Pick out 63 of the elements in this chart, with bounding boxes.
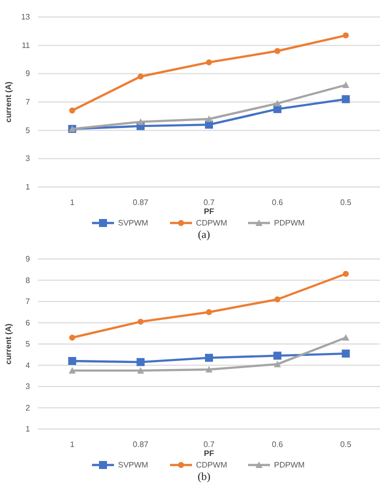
point xyxy=(274,100,281,106)
x-tick-label: 0.5 xyxy=(340,198,352,207)
point xyxy=(342,334,350,341)
y-tick-label: 5 xyxy=(26,340,31,349)
y-tick-label: 9 xyxy=(26,69,31,78)
y-tick-label: 9 xyxy=(26,254,31,264)
x-axis-title: PF xyxy=(204,207,214,216)
point xyxy=(137,367,144,374)
x-axis-title: PF xyxy=(204,449,214,458)
y-tick-label: 7 xyxy=(26,297,31,306)
legend-label: CDPWM xyxy=(196,460,228,470)
y-tick-label: 13 xyxy=(21,12,31,22)
point xyxy=(206,366,212,372)
point xyxy=(68,367,76,374)
x-tick-label: 0.6 xyxy=(272,198,284,207)
x-tick-label: 1 xyxy=(70,440,75,449)
point xyxy=(206,59,212,66)
point xyxy=(206,116,212,122)
point xyxy=(342,32,349,38)
point xyxy=(205,354,213,362)
point xyxy=(137,118,144,125)
y-axis-title: current (A) xyxy=(4,81,13,122)
legend-label: SVPWM xyxy=(118,460,149,470)
point xyxy=(69,334,76,341)
y-tick-label: 5 xyxy=(26,126,31,135)
x-tick-label: 0.5 xyxy=(340,440,352,449)
x-tick-label: 0.7 xyxy=(203,198,216,207)
point xyxy=(138,318,144,325)
point xyxy=(273,352,282,360)
point xyxy=(136,358,145,366)
point xyxy=(69,108,76,114)
y-tick-label: 8 xyxy=(26,276,31,285)
x-tick-label: 1 xyxy=(70,198,75,207)
y-tick-label: 6 xyxy=(26,318,31,328)
text: (a) xyxy=(198,229,210,241)
x-tick-label: 0.87 xyxy=(132,198,149,207)
y-tick-label: 11 xyxy=(22,40,31,50)
y-tick-label: 3 xyxy=(26,154,31,164)
point xyxy=(342,270,349,277)
legend-label: PDPWM xyxy=(274,460,305,470)
point xyxy=(274,48,280,54)
point xyxy=(138,74,144,80)
y-tick-label: 7 xyxy=(26,98,31,107)
x-tick-label: 0.6 xyxy=(272,440,284,449)
y-tick-label: 1 xyxy=(26,424,31,434)
x-tick-label: 0.7 xyxy=(203,440,216,449)
legend-label: SVPWM xyxy=(118,218,149,228)
point xyxy=(274,360,281,368)
point xyxy=(342,82,350,88)
y-axis-title: current (A) xyxy=(4,323,13,364)
y-tick-label: 3 xyxy=(26,382,31,392)
point xyxy=(274,296,280,302)
point xyxy=(342,95,350,104)
point xyxy=(68,357,76,365)
y-tick-label: 4 xyxy=(26,360,31,370)
point xyxy=(342,350,350,358)
point xyxy=(206,309,212,316)
y-tick-label: 2 xyxy=(26,403,31,412)
legend-label: CDPWM xyxy=(196,218,228,228)
text: (b) xyxy=(198,471,211,483)
x-tick-label: 0.87 xyxy=(132,440,149,449)
legend-label: PDPWM xyxy=(274,218,305,228)
y-tick-label: 1 xyxy=(26,182,31,192)
